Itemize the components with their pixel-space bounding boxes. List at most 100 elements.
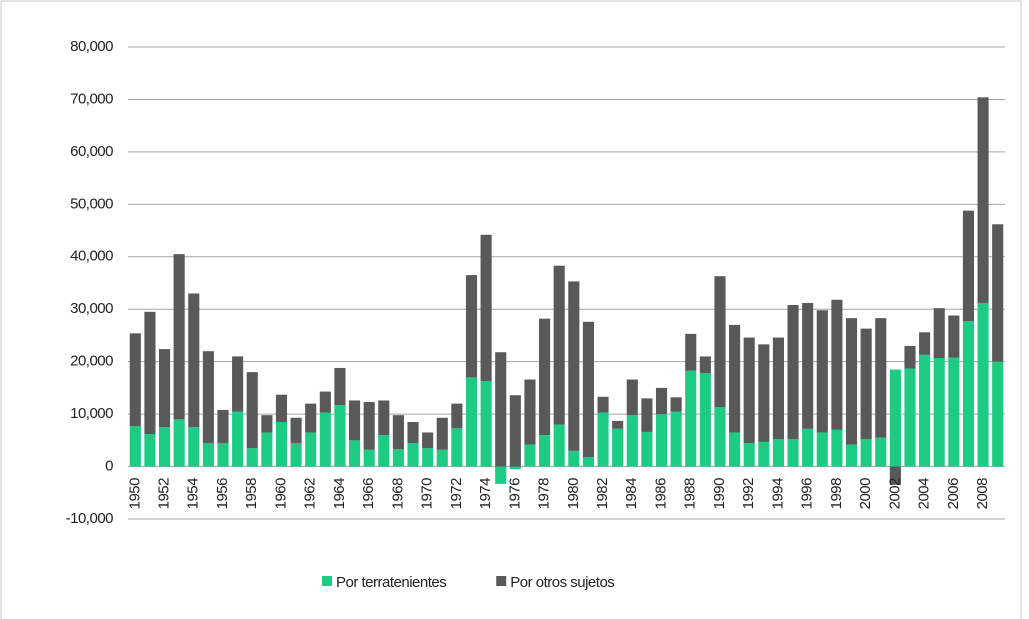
bar [626,379,638,416]
bar [349,400,361,441]
x-tick-label: 1954 [185,478,202,510]
bar [860,328,872,440]
bar [158,349,171,428]
x-tick-label: 2000 [857,478,874,510]
bar [597,396,609,413]
bar [539,435,551,467]
bar [699,373,711,467]
bar [422,432,434,449]
bar [232,356,244,412]
bar [568,281,580,451]
bar [246,372,258,449]
bar [962,210,975,322]
x-tick-label: 2006 [945,478,962,510]
x-tick-label: 1972 [448,478,465,510]
bar [729,324,741,433]
x-tick-label: 1992 [740,478,757,510]
bar [202,442,214,467]
bar [363,449,375,467]
bar [465,275,478,378]
bar [729,432,741,467]
bar [524,444,536,467]
y-tick-label: 70,000 [70,90,113,107]
bar [451,403,463,429]
x-tick-label: 1986 [652,478,669,510]
bar [772,439,784,467]
bar [407,421,419,443]
y-tick-label: 10,000 [70,405,113,422]
bar [772,337,784,440]
bar [802,302,814,429]
bar [392,449,404,467]
x-tick-label: 1956 [214,478,231,510]
bar [378,400,390,436]
bar [816,432,828,467]
x-tick-label: 1960 [272,478,289,510]
bar [948,357,960,467]
bar [670,397,682,412]
bar [875,318,887,438]
legend-label: Por otros sujetos [510,574,614,591]
bar [275,394,288,422]
x-tick-label: 1968 [389,478,406,510]
bar [597,412,609,467]
bar [787,305,799,440]
bar [582,457,594,467]
bar [422,448,434,467]
legend-swatch [322,576,332,586]
bar [802,428,814,467]
bar [129,333,141,427]
x-tick-label: 1970 [419,478,436,510]
bar [392,415,404,450]
x-tick-label: 1996 [799,478,816,510]
bar [334,367,346,406]
y-tick-label: 60,000 [70,143,113,160]
bar [743,442,755,467]
bar [144,311,156,435]
bar [612,428,624,467]
y-tick-label: 40,000 [70,248,113,265]
bar [436,417,448,450]
bar [977,302,989,467]
bar [889,466,901,485]
y-tick-label: -10,000 [66,510,114,527]
bar [173,419,185,467]
bar [670,411,682,467]
legend-swatch [496,576,507,586]
bar [495,352,507,467]
bar [553,265,565,425]
bar [232,411,244,467]
y-tick-label: 30,000 [70,300,113,317]
bar [495,466,507,484]
bar [948,315,960,358]
bar [334,405,346,467]
bar [758,441,770,467]
bar [699,356,711,374]
bar [992,224,1004,362]
bar [685,333,697,371]
bar [758,344,770,442]
x-tick-label: 1950 [126,478,143,510]
bar [261,432,273,467]
bar [845,318,858,445]
bar [933,308,945,358]
bar [305,403,317,433]
x-tick-label: 1998 [828,478,845,510]
bar [349,440,361,467]
bar [919,354,931,467]
x-tick-label: 1974 [477,478,494,510]
x-tick-label: 1988 [682,478,699,510]
bar [319,391,331,413]
bar [992,361,1004,467]
x-tick-label: 1966 [360,478,377,510]
bar [407,442,419,467]
x-tick-label: 1958 [243,478,260,510]
bar [275,421,288,467]
bar [977,97,989,303]
bar [480,234,492,382]
bar [904,345,916,369]
bar [144,434,156,467]
x-tick-label: 1994 [769,478,786,510]
